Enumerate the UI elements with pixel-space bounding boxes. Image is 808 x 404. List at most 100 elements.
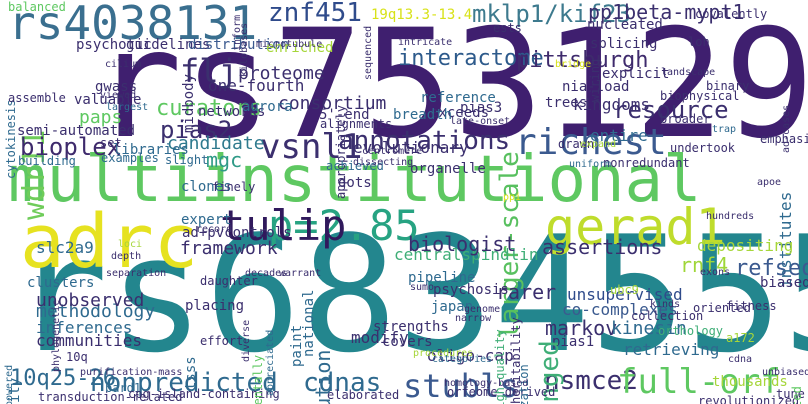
- cloud-word: balanced: [8, 0, 66, 14]
- cloud-word: alignments: [320, 117, 393, 131]
- cloud-word: apoe: [757, 177, 782, 188]
- cloud-word: psychotic: [76, 37, 152, 53]
- cloud-word: communities: [36, 331, 142, 350]
- cloud-word: intricate: [398, 37, 453, 48]
- cloud-word: valuable: [74, 92, 142, 108]
- cloud-word: a172: [726, 331, 755, 345]
- cloud-word: co-complexes: [562, 300, 678, 319]
- cloud-word: software-assisted: [790, 387, 804, 404]
- cloud-word: dissecting: [353, 157, 414, 168]
- cloud-word: networks: [198, 104, 266, 120]
- cloud-word: ppi: [503, 192, 522, 203]
- cloud-word: oriented: [693, 301, 751, 315]
- cloud-word: biologist: [408, 232, 517, 256]
- cloud-word: adrc: [20, 199, 199, 285]
- cloud-word: full-orf: [617, 362, 781, 402]
- cloud-word: categories: [432, 354, 493, 365]
- cloud-word: covalently: [695, 7, 768, 21]
- cloud-word: revolutionized: [698, 394, 800, 404]
- cloud-word: refseq: [735, 256, 808, 281]
- cloud-word: interactome: [398, 46, 544, 71]
- cloud-word: sequenced: [363, 25, 374, 80]
- cloud-word: unsupervised: [567, 285, 683, 304]
- cloud-word: pias3: [460, 100, 503, 116]
- cloud-word: late-onset: [450, 116, 511, 127]
- cloud-word: ad+pvcontrols: [182, 225, 292, 241]
- cloud-word: fitness: [726, 299, 777, 313]
- cloud-word: genome: [464, 304, 501, 315]
- cloud-word: emphasis: [760, 132, 808, 146]
- cloud-word: tune: [776, 387, 805, 401]
- cloud-word: libraries: [113, 142, 189, 158]
- cloud-word: reference: [420, 90, 496, 106]
- cloud-word: p=2.85: [268, 201, 420, 250]
- cloud-word: tsss: [183, 355, 199, 390]
- cloud-word: biased: [760, 275, 808, 291]
- cloud-word: set: [100, 136, 122, 150]
- cloud-word: resource: [613, 96, 729, 124]
- cloud-word: uniform: [569, 159, 612, 170]
- cloud-word: 10q: [66, 350, 88, 364]
- cloud-word: broader: [660, 112, 711, 126]
- cloud-word: covers: [382, 334, 433, 350]
- cloud-word: mgc: [206, 148, 243, 172]
- cloud-word: decades: [245, 268, 288, 279]
- cloud-word: phylogenetic: [51, 299, 62, 372]
- cloud-word: enriched: [266, 40, 334, 56]
- cloud-word: effort: [200, 334, 244, 348]
- cloud-word: collection: [631, 309, 704, 323]
- cloud-word: examples: [101, 151, 159, 165]
- cloud-word: tulip: [220, 201, 347, 250]
- cloud-word: evolutionary: [353, 138, 469, 157]
- cloud-word: heritability: [509, 317, 523, 404]
- cloud-word: thousands: [712, 374, 788, 390]
- cloud-word: inform: [232, 14, 243, 51]
- cloud-word: explicit: [602, 66, 670, 82]
- cloud-word: znf451: [268, 0, 362, 28]
- cloud-word: elaborated: [327, 388, 400, 402]
- cloud-word: exons: [700, 267, 731, 278]
- cloud-word: gerad1: [545, 198, 726, 256]
- cloud-word: breadth: [393, 107, 453, 123]
- cloud-word: guidelines: [126, 37, 211, 53]
- cloud-word: placing: [185, 298, 245, 314]
- cloud-word: pp1beta-mypt1: [588, 0, 745, 24]
- cloud-word: orfeome-derived: [447, 385, 556, 399]
- cloud-word: finely: [212, 180, 256, 194]
- cloud-word: inferences: [36, 318, 133, 337]
- cloud-word: 10q25-26: [10, 366, 116, 391]
- cloud-word: expert: [181, 212, 232, 228]
- cloud-word: depth: [111, 251, 142, 262]
- cloud-word: assertions: [542, 235, 663, 259]
- cloud-word: assemble: [8, 91, 66, 105]
- cloud-word: kingdoms: [573, 95, 651, 114]
- cloud-word: kinds: [650, 299, 681, 310]
- cloud-word: centromere: [362, 146, 423, 157]
- cloud-word: nucleated: [587, 17, 663, 33]
- cloud-word: experimentally: [251, 355, 265, 404]
- cloud-word: organelle: [410, 161, 486, 177]
- cloud-word: bridge: [555, 59, 592, 70]
- cloud-word: splicing: [590, 36, 658, 52]
- cloud-word: biophysical: [660, 89, 740, 103]
- cloud-word: cdnas: [303, 368, 382, 398]
- cloud-word: powered: [4, 364, 15, 404]
- cloud-word: pias1: [552, 334, 595, 350]
- cloud-word: rs4038131: [8, 0, 258, 50]
- cloud-word: nsmce2: [544, 366, 638, 396]
- cloud-word: diverse: [241, 319, 252, 362]
- cloud-word: candidate: [167, 133, 265, 154]
- cloud-word: paint: [289, 324, 305, 367]
- cloud-word: trap: [712, 124, 737, 135]
- cloud-word: viewed: [100, 90, 137, 101]
- cloud-word: separation: [106, 268, 167, 279]
- cloud-word: appreciated: [265, 329, 276, 396]
- cloud-word: pittsburgh: [516, 48, 649, 73]
- cloud-word: clusters: [27, 275, 95, 291]
- cloud-word: ests: [493, 21, 522, 35]
- cloud-word: annotations: [338, 126, 511, 156]
- cloud-word: methodology: [36, 301, 156, 322]
- cloud-word: rs753129: [92, 0, 808, 172]
- cloud-word: record: [196, 224, 233, 235]
- cloud-word: markov: [545, 316, 618, 340]
